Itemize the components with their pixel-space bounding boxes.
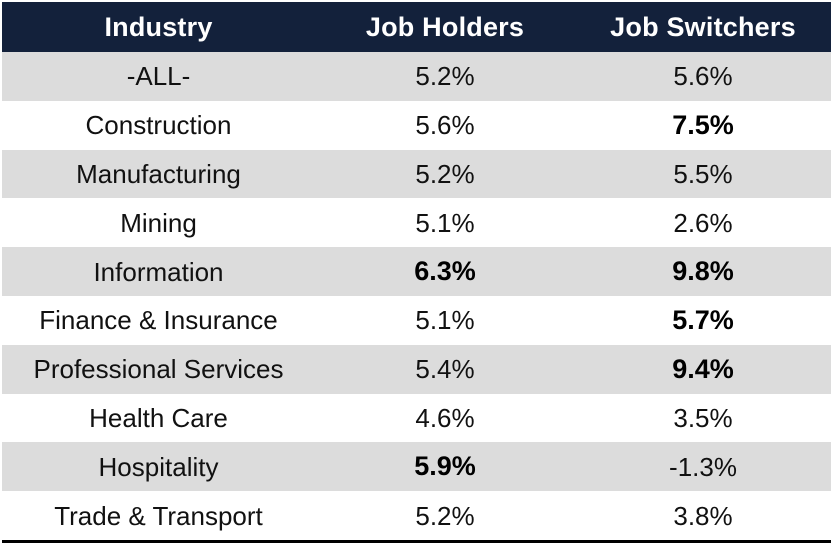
table-row: Mining 5.1% 2.6% <box>2 198 831 248</box>
cell-job-switchers: 7.5% <box>575 100 831 150</box>
table-body: -ALL- 5.2% 5.6% Construction 5.6% 7.5% M… <box>2 52 831 540</box>
cell-job-switchers: 9.8% <box>575 247 831 296</box>
cell-industry: Finance & Insurance <box>2 295 315 345</box>
table-row: Hospitality 5.9% -1.3% <box>2 442 831 492</box>
cell-job-switchers: -1.3% <box>575 442 831 492</box>
cell-job-holders: 5.1% <box>315 198 575 248</box>
cell-industry: Hospitality <box>2 442 315 492</box>
table-row: Finance & Insurance 5.1% 5.7% <box>2 295 831 345</box>
cell-job-holders: 5.9% <box>315 442 575 492</box>
cell-job-holders: 5.2% <box>315 149 575 199</box>
cell-job-switchers: 5.6% <box>575 52 831 101</box>
cell-industry: Information <box>2 247 315 296</box>
cell-job-switchers: 5.7% <box>575 295 831 345</box>
cell-job-holders: 6.3% <box>315 247 575 296</box>
cell-job-switchers: 2.6% <box>575 198 831 248</box>
cell-job-switchers: 3.8% <box>575 491 831 540</box>
table-row: Professional Services 5.4% 9.4% <box>2 344 831 394</box>
cell-job-holders: 5.1% <box>315 295 575 345</box>
wage-growth-table-container: Industry Job Holders Job Switchers -ALL-… <box>2 2 831 543</box>
cell-job-holders: 5.4% <box>315 344 575 394</box>
header-industry: Industry <box>2 2 315 52</box>
table-row: -ALL- 5.2% 5.6% <box>2 52 831 101</box>
cell-industry: Professional Services <box>2 344 315 394</box>
header-job-switchers: Job Switchers <box>575 2 831 52</box>
cell-industry: Mining <box>2 198 315 248</box>
cell-job-holders: 4.6% <box>315 393 575 443</box>
table-row: Health Care 4.6% 3.5% <box>2 393 831 443</box>
table-row: Trade & Transport 5.2% 3.8% <box>2 491 831 540</box>
table-row: Construction 5.6% 7.5% <box>2 100 831 150</box>
table-row: Manufacturing 5.2% 5.5% <box>2 149 831 199</box>
cell-job-switchers: 3.5% <box>575 393 831 443</box>
cell-job-switchers: 9.4% <box>575 344 831 394</box>
cell-job-holders: 5.2% <box>315 52 575 101</box>
header-job-holders: Job Holders <box>315 2 575 52</box>
cell-job-holders: 5.2% <box>315 491 575 540</box>
cell-industry: -ALL- <box>2 52 315 101</box>
table-row: Information 6.3% 9.8% <box>2 247 831 296</box>
cell-industry: Health Care <box>2 393 315 443</box>
wage-growth-table: Industry Job Holders Job Switchers -ALL-… <box>2 2 831 540</box>
cell-industry: Construction <box>2 100 315 150</box>
cell-industry: Manufacturing <box>2 149 315 199</box>
cell-job-holders: 5.6% <box>315 100 575 150</box>
cell-job-switchers: 5.5% <box>575 149 831 199</box>
table-bottom-rule <box>2 539 831 543</box>
cell-industry: Trade & Transport <box>2 491 315 540</box>
table-header-row: Industry Job Holders Job Switchers <box>2 2 831 52</box>
